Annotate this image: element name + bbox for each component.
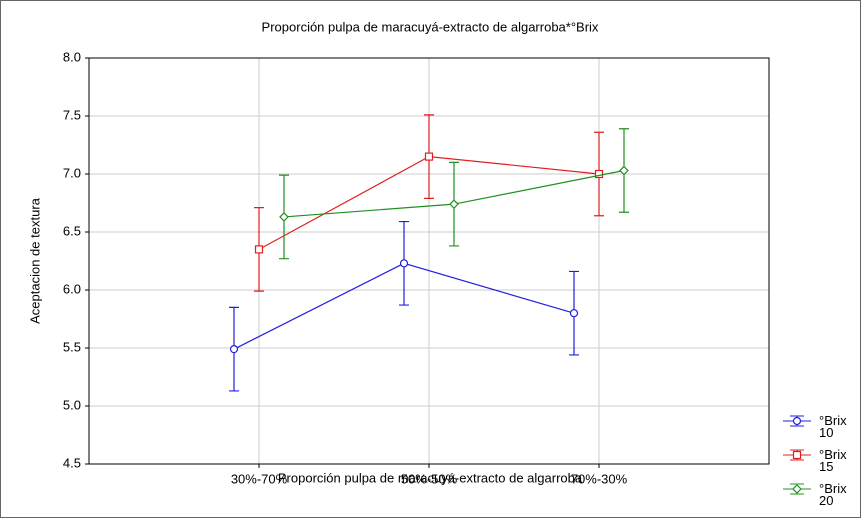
chart-title: Proporción pulpa de maracuyá-extracto de…: [262, 19, 599, 34]
x-tick-label: 30%-70%: [231, 471, 288, 486]
legend-label: °Brix 20: [819, 481, 847, 508]
marker: [792, 484, 802, 494]
y-tick-label: 6.0: [63, 281, 81, 296]
marker: [792, 450, 802, 460]
x-tick-label: 70%-30%: [571, 471, 628, 486]
y-axis-label: Aceptacion de textura: [27, 197, 42, 324]
y-tick-label: 8.0: [63, 49, 81, 64]
y-tick-label: 7.0: [63, 165, 81, 180]
marker: [279, 212, 289, 222]
marker: [254, 245, 264, 254]
x-axis-label: Proporción pulpa de maracuyá-extracto de…: [278, 470, 583, 485]
x-tick-label: 50%-50%: [401, 471, 458, 486]
marker: [229, 345, 239, 354]
y-tick-label: 5.0: [63, 397, 81, 412]
y-tick-label: 6.5: [63, 223, 81, 238]
marker: [619, 165, 629, 176]
marker: [594, 169, 604, 179]
legend-label: °Brix 10: [819, 413, 847, 440]
marker: [569, 309, 579, 318]
legend-label: °Brix 15: [819, 447, 847, 474]
marker: [424, 152, 434, 161]
y-tick-label: 7.5: [63, 107, 81, 122]
marker: [792, 416, 802, 426]
plot-frame: [88, 57, 770, 465]
y-tick-label: 4.5: [63, 455, 81, 470]
y-tick-label: 5.5: [63, 339, 81, 354]
marker: [399, 259, 409, 268]
marker: [449, 199, 459, 210]
